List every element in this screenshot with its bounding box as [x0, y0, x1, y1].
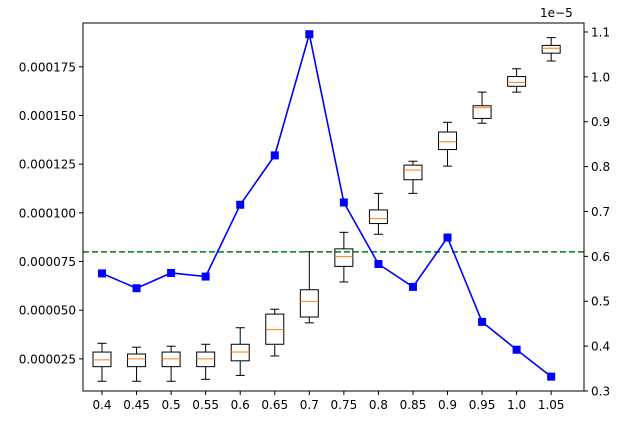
box-body [368, 209, 388, 225]
series-point-1.05 [547, 372, 556, 381]
box-body [299, 289, 319, 318]
x-tick-label: 1.0 [507, 398, 526, 412]
x-tick-label: 0.9 [438, 398, 457, 412]
box-0.45 [127, 346, 147, 382]
series-point-0.5 [167, 268, 176, 277]
series-point-1.0 [512, 345, 521, 354]
x-tick-label: 1.05 [538, 398, 565, 412]
plot-area [83, 30, 584, 382]
left-y-tick-label: 0.000025 [19, 352, 76, 366]
right-y-tick-label: 0.8 [591, 160, 610, 174]
right-y-tick-label: 1.1 [591, 25, 610, 39]
series-point-0.65 [270, 151, 279, 160]
right-y-tick-label: 0.4 [591, 340, 610, 354]
box-body [472, 105, 492, 119]
box-0.85 [403, 160, 423, 194]
box-0.9 [438, 121, 458, 167]
x-tick-label: 0.5 [162, 398, 181, 412]
series-point-0.45 [132, 284, 141, 293]
series-point-0.95 [478, 317, 487, 326]
series-point-0.75 [339, 198, 348, 207]
box-body [507, 76, 527, 87]
x-tick-label: 0.45 [123, 398, 150, 412]
x-tick-label: 0.95 [469, 398, 496, 412]
left-y-tick-label: 0.000150 [19, 109, 76, 123]
box-0.6 [230, 327, 250, 376]
box-0.5 [161, 345, 181, 382]
x-tick-label: 0.6 [231, 398, 250, 412]
x-tick-label: 0.65 [261, 398, 288, 412]
x-tick-label: 0.55 [192, 398, 219, 412]
box-1.05 [541, 37, 561, 62]
right-y-tick-label: 0.9 [591, 115, 610, 129]
series-point-0.6 [236, 200, 245, 209]
right-y-tick-label: 0.7 [591, 205, 610, 219]
left-y-tick-label: 0.000100 [19, 206, 76, 220]
series-point-0.9 [443, 233, 452, 242]
x-tick-label: 0.8 [369, 398, 388, 412]
box-0.65 [265, 308, 285, 357]
left-y-tick-label: 0.000175 [19, 60, 76, 74]
series-point-0.4 [98, 269, 107, 278]
axes: 0.4 0.45 0.5 0.55 0.6 0.65 0.7 0.75 0.8 0.85 0.9 0.… [19, 22, 610, 412]
left-y-tick-label: 0.000125 [19, 158, 76, 172]
axes-frame [82, 22, 585, 392]
box-1.0 [507, 68, 527, 93]
box-body [541, 44, 561, 54]
right-y-tick-label: 0.6 [591, 250, 610, 264]
series-point-0.55 [201, 272, 210, 281]
series-point-0.8 [374, 259, 383, 268]
box-body [127, 353, 147, 368]
x-tick-label: 0.75 [331, 398, 358, 412]
box-body [403, 164, 423, 181]
box-body [334, 248, 354, 267]
x-tick-label: 0.4 [92, 398, 111, 412]
right-y-tick-label: 0.3 [591, 385, 610, 399]
left-y-tick-label: 0.000075 [19, 255, 76, 269]
right-axis-offset-label: 1e−5 [540, 6, 573, 20]
box-0.55 [196, 343, 216, 380]
x-tick-label: 0.85 [400, 398, 427, 412]
series-line [101, 34, 552, 378]
right-y-tick-label: 0.5 [591, 295, 610, 309]
box-body [438, 131, 458, 151]
right-y-tick-label: 1.0 [591, 70, 610, 84]
x-tick-label: 0.7 [300, 398, 319, 412]
box-0.75 [334, 231, 354, 283]
box-0.95 [472, 91, 492, 124]
box-0.8 [368, 192, 388, 235]
box-0.4 [92, 342, 112, 382]
series-point-0.85 [408, 282, 417, 291]
left-y-tick-label: 0.000050 [19, 304, 76, 318]
series-point-0.7 [305, 30, 314, 39]
